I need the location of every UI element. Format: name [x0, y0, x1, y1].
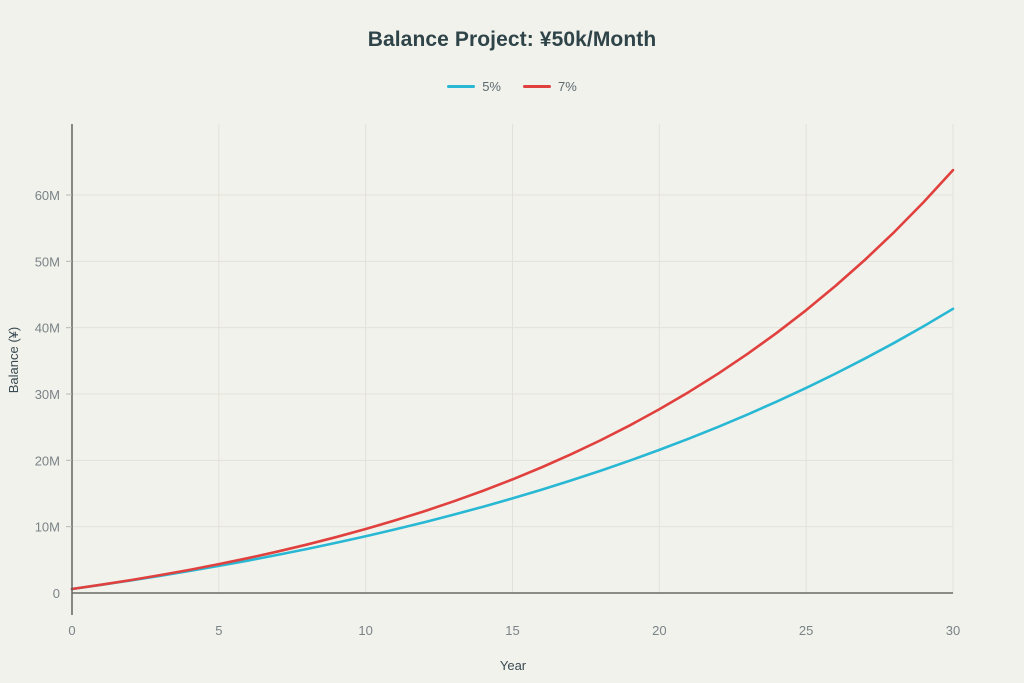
x-tick-label: 25 — [799, 623, 813, 638]
legend-label-5pct: 5% — [482, 79, 501, 94]
series-lines — [70, 168, 955, 591]
legend-item-5pct[interactable]: 5% — [447, 79, 501, 94]
x-tick-label: 30 — [946, 623, 960, 638]
x-tick-label: 0 — [68, 623, 75, 638]
series-line-5pct — [70, 307, 955, 591]
x-tick-label: 15 — [505, 623, 519, 638]
y-tick-label: 30M — [35, 387, 60, 402]
chart-legend: 5% 7% — [0, 79, 1024, 94]
y-tick-label: 10M — [35, 520, 60, 535]
x-tick-labels: 0 5 10 15 20 25 30 — [68, 623, 960, 638]
series-line-7pct — [70, 168, 955, 591]
legend-item-7pct[interactable]: 7% — [523, 79, 577, 94]
legend-label-7pct: 7% — [558, 79, 577, 94]
tick-marks — [66, 194, 72, 528]
y-axis-title: Balance (¥) — [6, 327, 21, 393]
legend-swatch-5pct — [447, 85, 476, 88]
y-tick-labels: 0 10M 20M 30M 40M 50M 60M — [35, 188, 60, 601]
grid-lines — [71, 124, 954, 593]
axis-spines — [71, 124, 953, 615]
y-tick-label: 20M — [35, 453, 60, 468]
y-tick-label: 60M — [35, 188, 60, 203]
chart-title: Balance Project: ¥50k/Month — [367, 28, 657, 51]
legend-swatch-7pct — [523, 85, 551, 88]
y-tick-label: 50M — [35, 254, 60, 269]
x-tick-label: 20 — [652, 623, 666, 638]
y-tick-label: 40M — [35, 321, 60, 336]
x-tick-label: 5 — [215, 623, 222, 638]
x-tick-label: 10 — [358, 623, 372, 638]
x-axis-title: Year — [500, 658, 527, 673]
y-tick-label: 0 — [53, 586, 60, 601]
